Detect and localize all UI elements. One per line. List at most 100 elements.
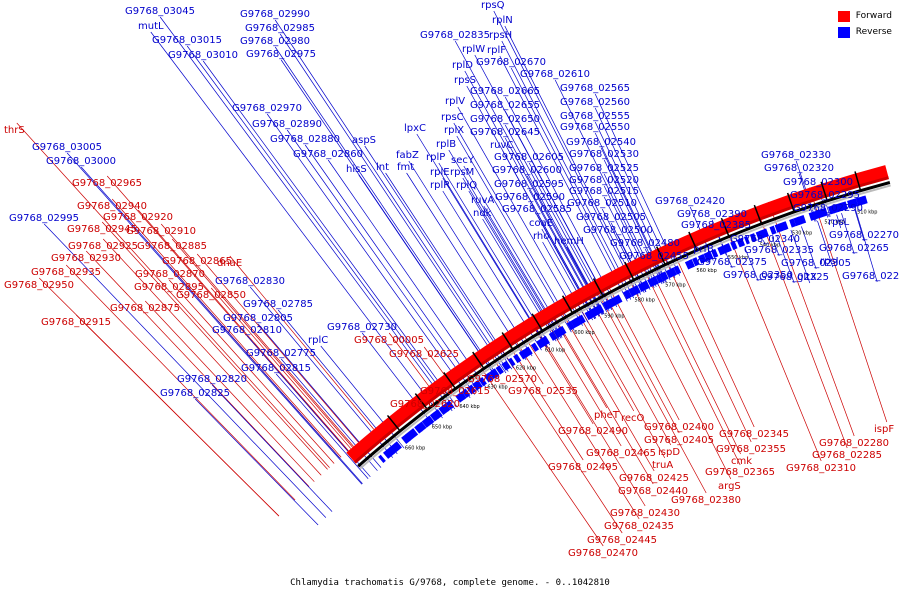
gene-label-g9768-02510: G9768_02510 [567, 198, 637, 209]
reverse-gene-block [478, 377, 487, 387]
gene-label-g9768-02885: G9768_02885 [137, 241, 207, 252]
leader-line-rpln [504, 25, 641, 295]
leader-line-hiss [358, 174, 498, 380]
gene-label-g9768-02620: G9768_02620 [390, 399, 460, 410]
leader-line-g9768-02850 [210, 287, 352, 449]
gene-label-g9768-02540: G9768_02540 [566, 137, 636, 148]
reverse-gene-block [394, 441, 402, 450]
leader-line-g9768-02520 [603, 185, 655, 288]
reverse-gene-block [763, 228, 769, 238]
gene-label-ruva: ruvA [471, 195, 494, 206]
reverse-gene-block [816, 208, 826, 219]
leader-line-rpld [464, 70, 601, 317]
reverse-gene-block [508, 357, 516, 367]
leader-line-g9768-02990 [274, 19, 509, 372]
gene-label-g9768-02440: G9768_02440 [618, 486, 688, 497]
leader-line-rpsl [836, 214, 842, 229]
reverse-gene-block [455, 391, 466, 403]
reverse-gene-block [566, 321, 575, 331]
reverse-gene-block [429, 412, 439, 422]
forward-strand-band [346, 165, 889, 464]
gene-label-g9768-02600: G9768_02600 [492, 165, 562, 176]
gene-label-g9768-02645: G9768_02645 [470, 127, 540, 138]
gene-label-g9768-02555: G9768_02555 [560, 111, 630, 122]
gene-label-g9768-02270: G9768_02270 [829, 230, 899, 241]
gene-labels: thrSG9768_02965G9768_02940G9768_02920G97… [4, 0, 900, 559]
leader-line-fmt [406, 172, 527, 361]
reverse-gene-block [688, 259, 695, 268]
backbone-shadow [359, 184, 891, 470]
gene-label-g9768-02825: G9768_02825 [160, 388, 230, 399]
legend-forward: Forward [837, 8, 892, 24]
leader-line-asps [364, 145, 513, 370]
leader-line-g9768-02625 [423, 346, 445, 375]
leader-line-g9768-02425 [555, 301, 655, 472]
gene-label-g9768-02340: G9768_02340 [730, 234, 800, 245]
leader-line-rplb [448, 149, 562, 339]
gene-label-rplw: rplW [462, 44, 485, 55]
tick-mark [592, 278, 604, 296]
leader-line-g9768-00005 [388, 332, 429, 387]
gene-label-rplp: rplP [426, 152, 445, 163]
reverse-gene-block [518, 349, 529, 360]
reverse-gene-block [692, 257, 700, 267]
gene-label-g9768-02325: G9768_02325 [759, 272, 829, 283]
gene-label-mutl: mutL [138, 21, 164, 32]
reverse-gene-block [426, 415, 435, 424]
gene-label-rpsq: rpsQ [481, 0, 505, 11]
gene-label-lpxc: lpxC [404, 123, 426, 134]
gene-label-g9768-02830: G9768_02830 [215, 276, 285, 287]
reverse-gene-block [730, 240, 738, 250]
reverse-gene-block [501, 360, 511, 371]
reverse-gene-block [556, 325, 567, 337]
leader-line-g9768-02915 [75, 314, 280, 517]
gene-label-g9768-02355: G9768_02355 [716, 444, 786, 455]
leader-line-g9768-02345 [669, 242, 755, 428]
gene-label-g9768-02295: G9768_02295 [790, 190, 860, 201]
tick-label: 650 kbp [432, 425, 452, 431]
gene-label-g9768-02445: G9768_02445 [587, 535, 657, 546]
reverse-gene-block [548, 331, 557, 341]
gene-label-g9768-02335: G9768_02335 [744, 245, 814, 256]
gene-label-rpsj: rpsJ [820, 256, 839, 267]
leader-line-g9768-03005 [66, 152, 363, 485]
reverse-swatch [837, 26, 850, 38]
gene-label-g9768-02435: G9768_02435 [604, 521, 674, 532]
leader-line-g9768-02445 [494, 339, 623, 534]
legend-reverse-label: Reverse [855, 27, 892, 37]
reverse-gene-block [530, 342, 540, 352]
leader-line-g9768-02270 [854, 209, 865, 242]
leader-line-lnt [385, 172, 514, 369]
gene-label-g9768-02500: G9768_02500 [583, 225, 653, 236]
gene-label-fmt: fmt [397, 162, 414, 173]
gene-label-g9768-03015: G9768_03015 [152, 35, 222, 46]
gene-label-hemh: hemH [554, 236, 584, 247]
gene-label-secy: secY [451, 155, 475, 166]
reverse-gene-block [822, 207, 829, 217]
gene-label-ndk: ndk [473, 208, 492, 219]
reverse-gene-block [525, 346, 533, 356]
gene-label-rpsc: rpsC [441, 112, 464, 123]
leader-line-g9768-02970 [266, 113, 471, 398]
leader-line-dnae [229, 255, 375, 430]
leader-line-g9768-02340 [763, 240, 766, 246]
gene-label-g9768-02895: G9768_02895 [134, 282, 204, 293]
gene-label-g9768-02860: G9768_02860 [293, 149, 363, 160]
tick-label: 560 kbp [696, 268, 716, 274]
leader-line-g9768-02440 [547, 306, 654, 485]
gene-label-g9768-02940: G9768_02940 [77, 201, 147, 212]
forward-swatch [837, 10, 850, 22]
reverse-gene-block [827, 205, 835, 215]
gene-label-reco: recO [621, 413, 645, 424]
reverse-gene-block [443, 403, 451, 412]
gene-label-g9768-02375: G9768_02375 [697, 257, 767, 268]
leader-line-g9768-02940 [111, 198, 342, 458]
tick-label: 630 kbp [487, 384, 507, 390]
gene-label-g9768-03045: G9768_03045 [125, 6, 195, 17]
reverse-gene-block [414, 424, 423, 434]
leader-line-g9768-02860 [327, 159, 486, 388]
reverse-gene-block [855, 196, 866, 206]
leader-line-gltx [790, 229, 811, 284]
leader-line-g9768-02290 [827, 213, 830, 218]
reverse-gene-block [433, 409, 443, 420]
